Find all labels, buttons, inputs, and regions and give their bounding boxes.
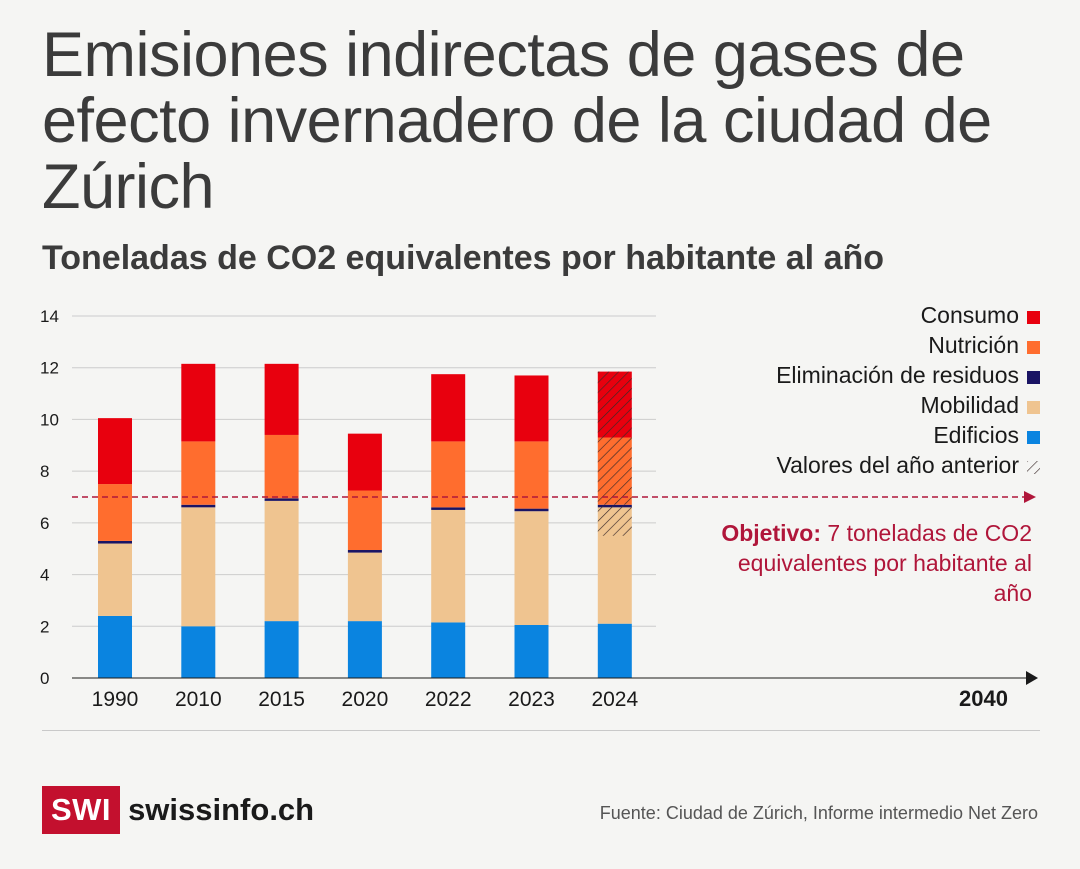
- x-axis-end-label: 2040: [959, 686, 1008, 711]
- bar-consumo-2010: [181, 363, 216, 442]
- x-tick-label-2023: 2023: [508, 688, 555, 711]
- x-tick-label-2020: 2020: [342, 688, 389, 711]
- x-axis-arrow-icon: [1026, 671, 1038, 685]
- bar-residuos-2015: [264, 498, 299, 501]
- y-tick-label-12: 12: [40, 359, 59, 378]
- bar-consumo-2015: [264, 363, 299, 435]
- legend-swatch-residuos: [1027, 371, 1040, 384]
- bar-residuos-1990: [98, 540, 132, 544]
- bar-consumo-2023: [514, 375, 549, 442]
- legend-label-consumo: Consumo: [920, 302, 1019, 328]
- legend-label-mobilidad: Mobilidad: [920, 392, 1019, 418]
- bar-nutricion-2023: [514, 441, 549, 509]
- bar-mobilidad-2015: [264, 500, 299, 622]
- logo-box: SWI: [42, 786, 121, 834]
- y-tick-label-10: 10: [40, 410, 59, 429]
- target-annotation-bold: Objetivo:: [721, 520, 822, 546]
- swissinfo-logo[interactable]: SWI swissinfo.ch: [42, 786, 314, 834]
- y-tick-label-0: 0: [40, 669, 49, 688]
- hatch-consumo-2024: [597, 371, 632, 438]
- y-tick-label-4: 4: [40, 566, 49, 585]
- y-tick-label-8: 8: [40, 462, 49, 481]
- y-tick-label-6: 6: [40, 514, 49, 533]
- legend-label-residuos: Eliminación de residuos: [776, 362, 1019, 388]
- logo-text: swissinfo.ch: [128, 792, 315, 827]
- legend-label-anterior: Valores del año anterior: [776, 452, 1020, 478]
- bar-residuos-2020: [347, 550, 382, 553]
- hatch-nutricion-2024: [597, 437, 632, 505]
- bar-nutricion-2010: [181, 441, 216, 505]
- bar-edificios-2020: [347, 621, 382, 678]
- legend-label-nutricion: Nutrición: [928, 332, 1019, 358]
- chart-subtitle: Toneladas de CO2 equivalentes por habita…: [42, 239, 885, 277]
- bar-consumo-2020: [347, 433, 382, 491]
- x-tick-label-1990: 1990: [92, 688, 139, 711]
- hatch-mobilidad-2024: [597, 506, 632, 536]
- bar-mobilidad-2023: [514, 511, 549, 625]
- y-tick-label-14: 14: [40, 307, 59, 326]
- legend-item-residuos: Eliminación de residuos: [776, 360, 1040, 390]
- bar-residuos-2010: [181, 504, 216, 508]
- bar-residuos-2022: [431, 507, 466, 510]
- legend-item-mobilidad: Mobilidad: [776, 390, 1040, 420]
- bar-mobilidad-2022: [431, 509, 466, 623]
- legend-item-consumo: Consumo: [776, 300, 1040, 330]
- bar-edificios-2022: [431, 622, 466, 678]
- bar-residuos-2023: [514, 508, 549, 512]
- bar-nutricion-1990: [98, 484, 132, 541]
- bar-nutricion-2015: [264, 434, 299, 499]
- legend-swatch-consumo: [1027, 311, 1040, 324]
- legend-item-edificios: Edificios: [776, 420, 1040, 450]
- bar-consumo-2022: [431, 374, 466, 442]
- legend-item-anterior: Valores del año anterior: [776, 450, 1040, 480]
- x-tick-label-2010: 2010: [175, 688, 222, 711]
- x-tick-label-2015: 2015: [258, 688, 305, 711]
- legend-swatch-edificios: [1027, 431, 1040, 444]
- bar-edificios-2023: [514, 624, 549, 678]
- bar-mobilidad-2010: [181, 507, 216, 627]
- target-annotation-text: 7 toneladas de CO2 equivalentes por habi…: [737, 520, 1032, 606]
- bar-edificios-2015: [264, 621, 299, 678]
- legend-swatch-hatch-icon: [1027, 461, 1040, 474]
- bar-mobilidad-1990: [98, 543, 132, 616]
- bar-edificios-2024: [597, 623, 632, 678]
- bar-consumo-1990: [98, 418, 132, 485]
- footer-divider: [42, 730, 1040, 731]
- x-tick-label-2024: 2024: [591, 688, 638, 711]
- target-arrow-icon: [1024, 491, 1036, 503]
- bar-edificios-2010: [181, 626, 216, 678]
- stacked-bar-chart: 0 2 4 6 8 10 12 14 1990 2010 2015 2020 2022 2023 2024 2…: [40, 307, 1038, 711]
- legend-swatch-nutricion: [1027, 341, 1040, 354]
- chart-title: Emisiones indirectas de gases de efecto …: [42, 20, 992, 222]
- bar-nutricion-2020: [347, 490, 382, 551]
- x-tick-label-2022: 2022: [425, 688, 472, 711]
- legend-swatch-mobilidad: [1027, 401, 1040, 414]
- legend-label-edificios: Edificios: [933, 422, 1019, 448]
- y-tick-label-2: 2: [40, 617, 49, 636]
- legend-item-nutricion: Nutrición: [776, 330, 1040, 360]
- chart-legend: Consumo Nutrición Eliminación de residuo…: [776, 300, 1040, 480]
- bar-edificios-1990: [98, 615, 132, 678]
- bar-mobilidad-2020: [347, 552, 382, 622]
- target-annotation: Objetivo: 7 toneladas de CO2 equivalente…: [712, 518, 1032, 608]
- source-note: Fuente: Ciudad de Zúrich, Informe interm…: [599, 803, 1038, 823]
